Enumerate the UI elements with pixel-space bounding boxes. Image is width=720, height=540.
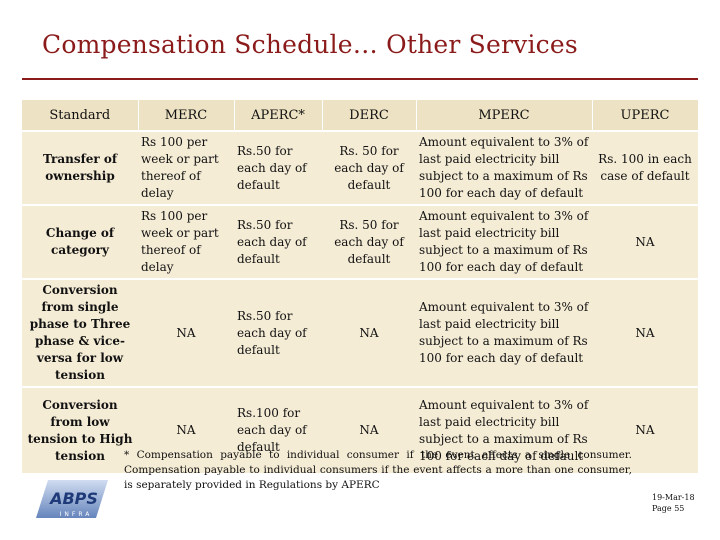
cell-mperc: Amount equivalent to 3% of last paid ele… [416,130,592,205]
column-header-uperc: UPERC [592,100,699,131]
slide-meta: 19-Mar-18 Page 55 [652,492,695,514]
cell-mperc: Amount equivalent to 3% of last paid ele… [416,278,592,387]
table-row: Change of category Rs 100 per week or pa… [22,204,698,279]
cell-standard: Transfer of ownership [22,130,138,205]
cell-uperc: Rs. 100 in each case of default [592,130,698,205]
cell-derc: NA [322,386,416,473]
logo-text: ABPS [48,489,98,508]
column-header-derc: DERC [322,100,417,131]
cell-mperc: Amount equivalent to 3% of last paid ele… [416,386,592,473]
column-header-mperc: MPERC [416,100,593,131]
cell-uperc: NA [592,386,698,473]
cell-standard: Change of category [22,204,138,279]
table-row: Conversion from low tension to High tens… [22,386,698,473]
cell-aperc: Rs.50 for each day of default [234,204,322,279]
cell-derc: NA [322,278,416,387]
footnote: * Compensation payable to individual con… [124,449,632,491]
cell-aperc: Rs.100 for each day of default [234,386,322,473]
page-number: Page 55 [652,504,685,513]
cell-aperc: Rs.50 for each day of default [234,278,322,387]
title-divider [22,78,698,80]
page-title: Compensation Schedule… Other Services [42,30,578,59]
slide-date: 19-Mar-18 [652,493,695,502]
table-row: Conversion from single phase to Three ph… [22,278,698,387]
cell-merc: Rs 100 per week or part thereof of delay [138,204,234,279]
cell-aperc: Rs.50 for each day of default [234,130,322,205]
cell-derc: Rs. 50 for each day of default [322,130,416,205]
cell-merc: NA [138,278,234,387]
cell-standard: Conversion from low tension to High tens… [22,386,138,473]
cell-standard: Conversion from single phase to Three ph… [22,278,138,387]
abps-logo: ABPS INFRA [36,480,108,518]
cell-merc: NA [138,386,234,473]
logo-shape [36,480,108,518]
cell-derc: Rs. 50 for each day of default [322,204,416,279]
column-header-standard: Standard [22,100,139,131]
column-header-merc: MERC [138,100,235,131]
cell-merc: Rs 100 per week or part thereof of delay [138,130,234,205]
table-row: Transfer of ownership Rs 100 per week or… [22,130,698,205]
table-header-row: Standard MERC APERC* DERC MPERC UPERC [22,100,699,131]
cell-uperc: NA [592,278,698,387]
logo-subtext: INFRA [60,511,93,518]
compensation-table: Standard MERC APERC* DERC MPERC UPERC Tr… [22,100,699,473]
column-header-aperc: APERC* [234,100,323,131]
cell-mperc: Amount equivalent to 3% of last paid ele… [416,204,592,279]
cell-uperc: NA [592,204,698,279]
